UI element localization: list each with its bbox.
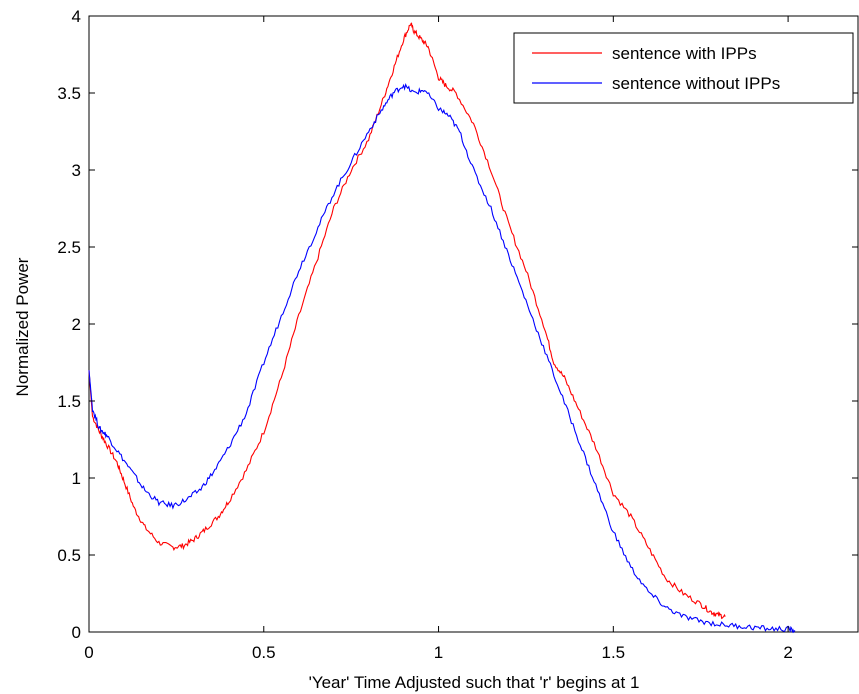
x-tick-label: 0 [84, 643, 93, 662]
x-tick-label: 2 [783, 643, 792, 662]
y-tick-label: 1 [72, 469, 81, 488]
y-tick-label: 1.5 [57, 392, 81, 411]
y-tick-label: 2 [72, 315, 81, 334]
y-tick-label: 4 [72, 7, 81, 26]
series-layer [88, 22, 796, 634]
plot-area [88, 15, 859, 633]
series-line-2 [88, 82, 796, 634]
legend: sentence with IPPs sentence without IPPs [513, 32, 854, 104]
x-tick-label: 1 [434, 643, 443, 662]
ticks-layer: 0 0.5 1 1.5 2 0 0.5 1 1.5 2 2.5 3 3.5 4 [57, 7, 858, 662]
x-tick-label: 0.5 [252, 643, 276, 662]
y-tick-label: 0.5 [57, 546, 81, 565]
legend-label: sentence with IPPs [612, 44, 757, 63]
legend-box [513, 32, 854, 104]
plot-frame [88, 15, 859, 633]
x-axis-label: 'Year' Time Adjusted such that 'r' begin… [309, 673, 640, 692]
series-line-1 [88, 22, 726, 620]
y-tick-label: 0 [72, 623, 81, 642]
x-tick-label: 1.5 [601, 643, 625, 662]
y-axis-label: Normalized Power [13, 257, 32, 396]
y-tick-label: 3 [72, 161, 81, 180]
y-tick-label: 2.5 [57, 238, 81, 257]
y-tick-label: 3.5 [57, 84, 81, 103]
legend-label: sentence without IPPs [612, 74, 780, 93]
